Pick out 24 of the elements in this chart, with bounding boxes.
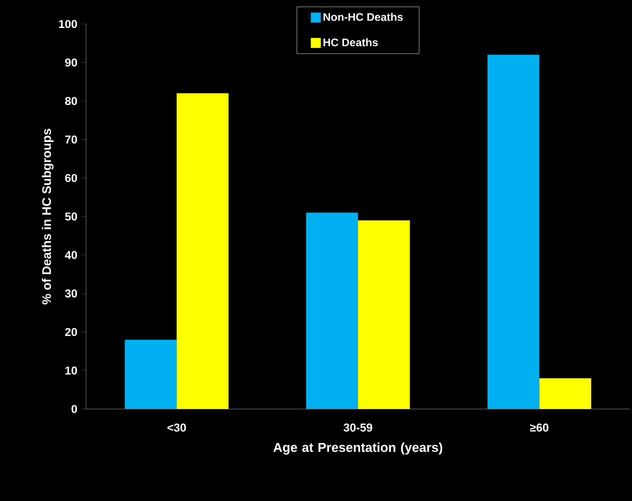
y-tick-label: 0 — [72, 404, 78, 414]
bar — [306, 212, 358, 409]
bar — [539, 378, 592, 409]
y-tick-label: 70 — [65, 135, 78, 144]
y-tick-label: 10 — [65, 366, 78, 375]
bar — [176, 93, 229, 409]
legend-label: HC Deaths — [324, 38, 378, 46]
y-tick-label: 100 — [59, 20, 78, 28]
y-tick-label: 50 — [65, 212, 78, 221]
y-tick-label: 60 — [65, 174, 78, 182]
y-tick-label: 20 — [65, 328, 78, 336]
bar — [487, 54, 540, 409]
bar — [124, 340, 177, 409]
x-tick-label: <30 — [167, 424, 186, 432]
legend-label: Non-HC Deaths — [324, 12, 403, 21]
x-tick-label: ≥60 — [530, 424, 548, 432]
y-tick-label: 80 — [65, 96, 78, 106]
y-tick-label: 40 — [64, 250, 78, 260]
bar — [358, 220, 410, 409]
x-tick-label: 30-59 — [344, 424, 372, 432]
y-tick-label: 90 — [65, 58, 78, 67]
x-axis-title: Age at Presentation (years) — [273, 442, 442, 455]
y-tick-label: 30 — [65, 289, 78, 298]
y-axis-title: % of Deaths in HC Subgroups — [42, 128, 54, 304]
